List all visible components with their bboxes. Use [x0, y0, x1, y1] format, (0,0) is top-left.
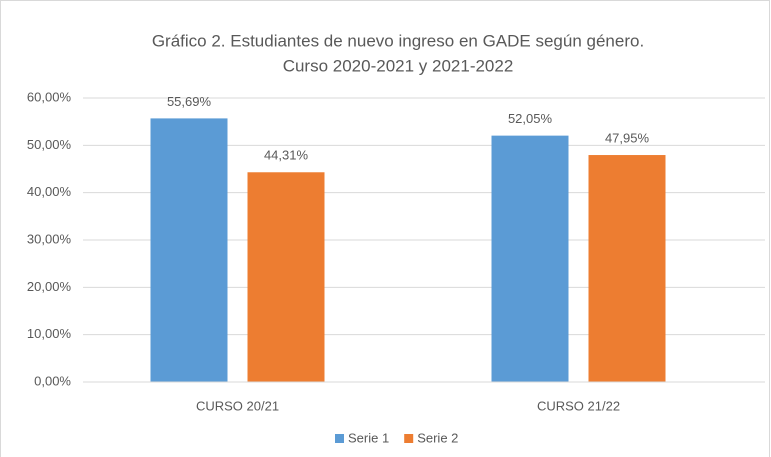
y-tick-label: 50,00% — [27, 137, 72, 152]
legend-swatch — [335, 434, 344, 443]
data-label: 55,69% — [167, 94, 212, 109]
bar — [491, 135, 569, 382]
y-tick-label: 30,00% — [27, 231, 72, 246]
data-label: 44,31% — [264, 148, 309, 163]
legend-swatch — [404, 434, 414, 443]
x-tick-label: CURSO 20/21 — [196, 398, 279, 413]
chart-title: Gráfico 2. Estudiantes de nuevo ingreso … — [152, 31, 644, 50]
y-tick-label: 40,00% — [27, 184, 72, 199]
legend-label: Serie 2 — [417, 430, 458, 445]
data-label: 47,95% — [605, 130, 650, 145]
bar — [150, 118, 228, 382]
y-tick-label: 20,00% — [27, 279, 72, 294]
bar — [588, 155, 666, 382]
y-tick-label: 60,00% — [27, 89, 72, 104]
x-tick-label: CURSO 21/22 — [537, 398, 620, 413]
chart-title: Curso 2020-2021 y 2021-2022 — [283, 56, 514, 75]
legend-label: Serie 1 — [348, 430, 389, 445]
y-tick-label: 0,00% — [34, 373, 71, 388]
data-label: 52,05% — [508, 111, 553, 126]
bar — [247, 172, 325, 382]
y-tick-label: 10,00% — [27, 326, 72, 341]
